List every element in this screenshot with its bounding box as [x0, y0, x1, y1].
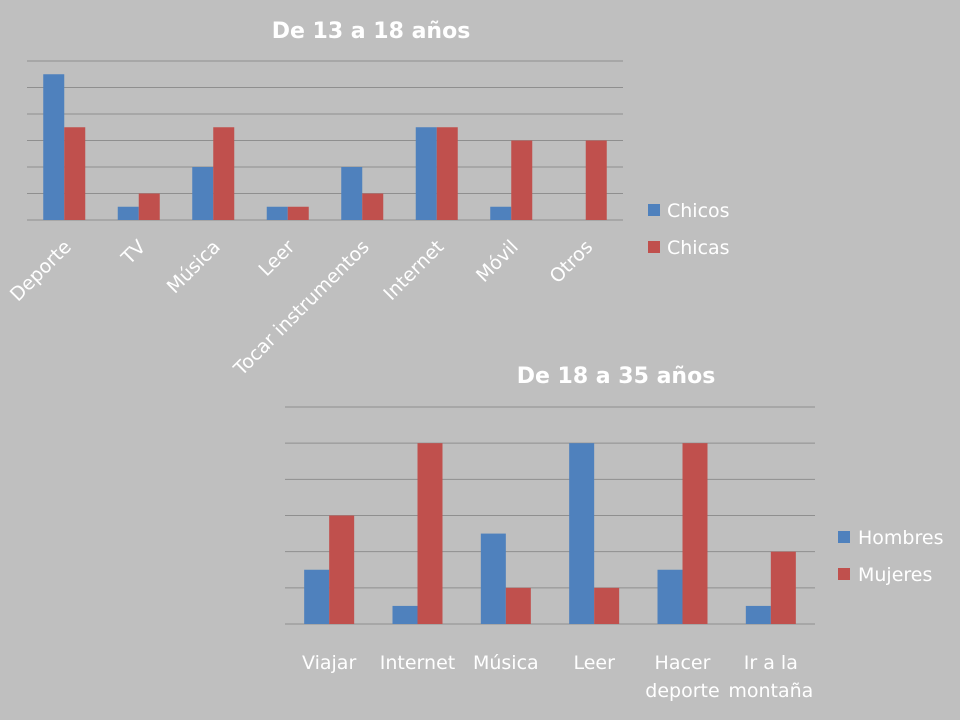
- tick-label-musica: Música: [473, 652, 539, 674]
- bar-chicas-musica: [213, 127, 235, 220]
- chart-adults: De 18 a 35 años Viajar Internet Música Leer…: [285, 364, 943, 702]
- legend-swatch-hombres: [838, 531, 850, 543]
- chart-teens-bars: [43, 74, 607, 220]
- tick-label-otros: Otros: [545, 236, 597, 288]
- bar-hombres-musica: [480, 533, 506, 624]
- tick-label-leer: Leer: [254, 236, 299, 281]
- bar-hombres-leer: [569, 443, 595, 624]
- bar-mujeres-musica: [505, 587, 531, 624]
- chart-teens-legend: Chicos Chicas: [648, 200, 730, 259]
- legend-swatch-mujeres: [838, 568, 850, 580]
- bar-chicos-tocar-instrumentos: [341, 167, 363, 220]
- bar-chicas-otros: [585, 140, 607, 220]
- tick-label-viajar: Viajar: [302, 652, 356, 674]
- legend-label-mujeres: Mujeres: [858, 564, 932, 586]
- chart-adults-bars: [304, 443, 796, 624]
- tick-label-hacer-deporte: Hacer deporte: [645, 652, 719, 702]
- bar-chicas-internet: [436, 127, 458, 220]
- bar-chicos-deporte: [43, 74, 65, 220]
- bar-chicos-leer: [266, 206, 288, 220]
- bar-chicas-leer: [287, 206, 309, 220]
- bar-hombres-internet: [392, 605, 418, 624]
- tick-label-leer: Leer: [573, 652, 615, 674]
- bar-hombres-ir-a-la-montana: [745, 605, 771, 624]
- tick-label-tv: TV: [117, 236, 151, 270]
- tick-label-tocar-instrumentos: Tocar instrumentos: [229, 236, 374, 381]
- chart-adults-legend: Hombres Mujeres: [838, 527, 943, 586]
- tick-label-internet: Internet: [380, 652, 455, 674]
- bar-mujeres-internet: [417, 443, 443, 624]
- chart-teens-title: De 13 a 18 años: [272, 19, 471, 44]
- chart-adults-title: De 18 a 35 años: [517, 364, 716, 389]
- tick-label-deporte: Deporte: [6, 236, 76, 306]
- chart-teens: De 13 a 18 años Deporte TV Música LeerTocar…: [6, 19, 730, 381]
- bar-mujeres-viajar: [329, 515, 355, 624]
- chart-adults-gridlines: [285, 406, 815, 625]
- tick-label-movil: Móvil: [472, 236, 523, 287]
- bar-chicos-musica: [192, 167, 214, 220]
- legend-label-hombres: Hombres: [858, 527, 943, 549]
- bar-hombres-viajar: [304, 569, 330, 624]
- legend-swatch-chicas: [648, 241, 660, 253]
- bar-chicas-movil: [511, 140, 533, 220]
- bar-chicas-tocar-instrumentos: [362, 193, 384, 220]
- bar-mujeres-ir-a-la-montana: [770, 551, 796, 624]
- chart-teens-gridlines: [27, 60, 623, 221]
- bar-mujeres-hacer-deporte: [682, 443, 708, 624]
- bar-hombres-hacer-deporte: [657, 569, 683, 624]
- legend-swatch-chicos: [648, 204, 660, 216]
- legend-label-chicos: Chicos: [667, 200, 730, 222]
- bar-chicos-movil: [490, 206, 512, 220]
- tick-label-musica: Música: [163, 236, 225, 298]
- tick-label-ir-a-la-montana: Ir a la montaña: [728, 652, 813, 702]
- tick-label-internet: Internet: [379, 236, 448, 305]
- bar-chicas-tv: [138, 193, 160, 220]
- bar-mujeres-leer: [594, 587, 620, 624]
- bar-chicos-tv: [117, 206, 139, 220]
- bar-chicas-deporte: [64, 127, 86, 220]
- legend-label-chicas: Chicas: [667, 237, 730, 259]
- bar-chicos-internet: [415, 127, 437, 220]
